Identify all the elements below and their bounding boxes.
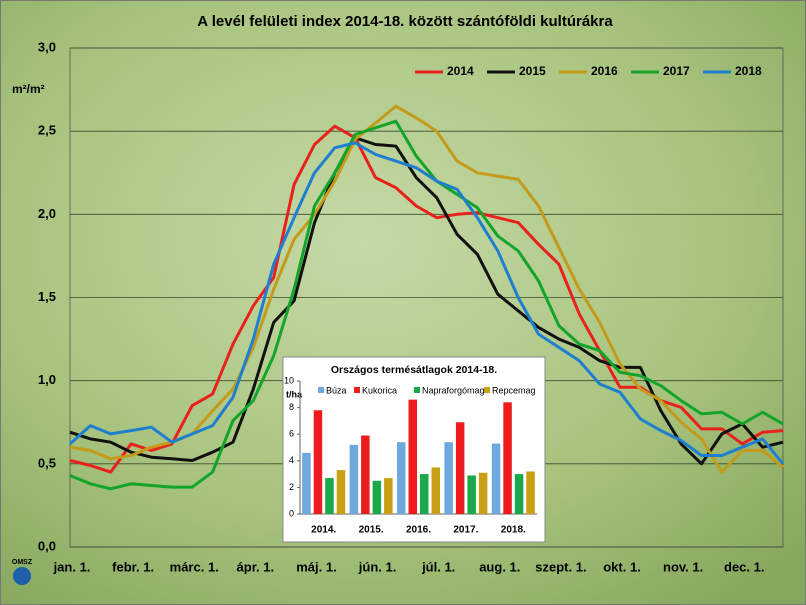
bar (397, 442, 406, 514)
inset-legend-swatch (414, 387, 420, 393)
bar (514, 474, 524, 514)
inset-x-tick-label: 2015. (359, 525, 384, 536)
x-tick-label: szept. 1. (535, 559, 586, 574)
bar (302, 452, 311, 514)
inset-y-tick-label: 6 (289, 429, 294, 439)
bar (372, 480, 382, 514)
data-line (69, 136, 784, 466)
bar (349, 444, 359, 514)
y-tick-label: 3,0 (38, 39, 56, 54)
y-tick-label: 1,0 (38, 372, 56, 387)
x-tick-label: aug. 1. (479, 559, 520, 574)
inset-x-tick-label: 2018. (501, 525, 526, 536)
legend-label: 2016 (591, 64, 618, 78)
inset-legend-label: Búza (326, 385, 347, 395)
data-line (68, 141, 785, 465)
bar (313, 410, 323, 514)
y-tick-label: 2,5 (38, 123, 56, 138)
bar (526, 471, 535, 514)
legend-label: 2017 (663, 64, 690, 78)
legend-label: 2014 (447, 64, 474, 78)
inset-legend-label: Repcemag (492, 385, 536, 395)
inset-legend-swatch (318, 387, 324, 393)
bar (491, 443, 501, 514)
bar (503, 402, 512, 514)
y-tick-label: 2,0 (38, 206, 56, 221)
bar (455, 422, 465, 514)
logo (13, 567, 31, 585)
data-line (69, 124, 784, 474)
x-tick-label: márc. 1. (170, 559, 219, 574)
x-tick-label: máj. 1. (296, 559, 336, 574)
bar (478, 472, 488, 514)
y-tick-label: 0,0 (38, 538, 56, 553)
x-tick-label: jún. 1. (358, 559, 397, 574)
bar (420, 474, 429, 514)
inset-legend-swatch (484, 387, 490, 393)
logo-text: OMSZ (12, 559, 33, 566)
y-axis-label: m²/m² (12, 82, 45, 96)
inset-x-tick-label: 2016. (406, 525, 431, 536)
inset-y-tick-label: 10 (284, 375, 294, 385)
x-tick-label: dec. 1. (724, 559, 764, 574)
inset-x-tick-label: 2017. (453, 525, 478, 536)
y-tick-label: 0,5 (38, 455, 56, 470)
inset-x-tick-label: 2014. (311, 525, 336, 536)
bar (444, 442, 453, 514)
x-tick-label: okt. 1. (603, 559, 641, 574)
x-tick-label: ápr. 1. (237, 559, 275, 574)
inset-legend-swatch (354, 387, 360, 393)
bar (431, 467, 440, 514)
legend-label: 2018 (735, 64, 762, 78)
bar (467, 475, 476, 514)
chart-title: A levél felületi index 2014-18. között s… (197, 13, 613, 30)
bar (325, 478, 334, 514)
inset-bar-chart: Országos termésátlagok 2014-18. t/ha 0 2 4 6 8… (282, 356, 546, 543)
inset-title: Országos termésátlagok 2014-18. (331, 364, 497, 376)
inset-y-label: t/ha (286, 389, 303, 399)
inset-y-tick-label: 2 (289, 482, 294, 492)
data-line (69, 119, 784, 491)
inset-legend-label: Kukorica (362, 385, 397, 395)
x-tick-label: jan. 1. (53, 559, 91, 574)
x-tick-label: nov. 1. (663, 559, 703, 574)
inset-y-tick-label: 8 (289, 402, 294, 412)
bar (361, 435, 370, 514)
bar (408, 399, 417, 514)
inset-y-tick-label: 4 (289, 455, 294, 465)
bar (384, 478, 393, 514)
inset-y-tick-label: 0 (289, 508, 294, 518)
y-tick-label: 1,5 (38, 289, 56, 304)
x-tick-label: febr. 1. (112, 559, 154, 574)
bar (336, 470, 346, 514)
inset-legend-label: Napraforgómag (422, 385, 485, 395)
line-chart: 0,0 0,5 1,0 1,5 2,0 2,5 3,0 jan. 1. febr. 1. márc… (38, 39, 785, 574)
x-tick-label: júl. 1. (421, 559, 455, 574)
legend-label: 2015 (519, 64, 546, 78)
